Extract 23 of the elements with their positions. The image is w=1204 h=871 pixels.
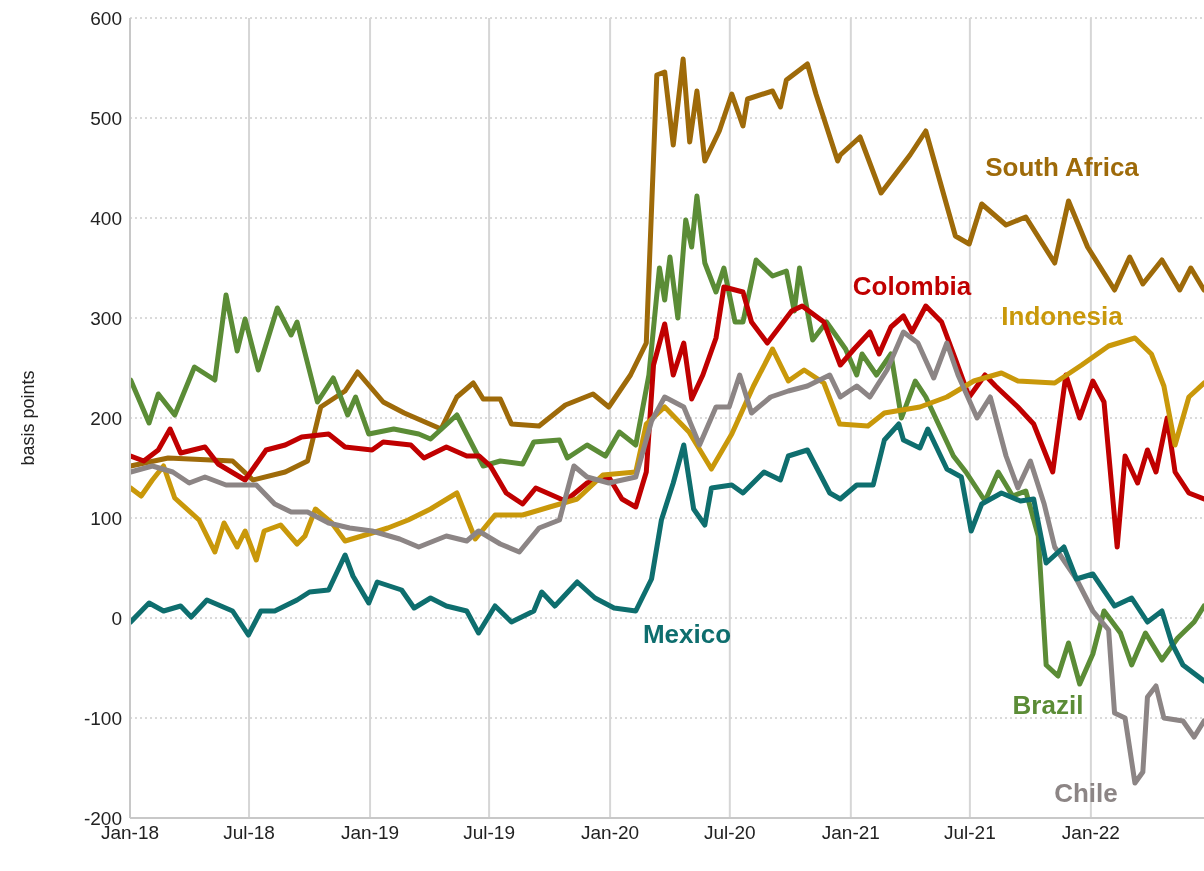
x-tick-label: Jan-20: [581, 822, 640, 844]
series-label: Colombia: [852, 270, 972, 302]
y-axis-title: basis points: [18, 370, 39, 466]
y-tick-label: -100: [83, 707, 122, 729]
x-tick-label: Jan-21: [821, 822, 880, 844]
y-tick-label: 100: [90, 507, 122, 529]
series-label: South Africa: [985, 151, 1139, 183]
x-tick-label: Jan-19: [341, 822, 400, 844]
x-tick-label: Jul-20: [703, 822, 756, 844]
y-tick-label: 500: [90, 107, 122, 129]
x-tick-label: Jul-21: [943, 822, 996, 844]
x-tick-label: Jul-19: [463, 822, 515, 844]
y-tick-label: 300: [90, 307, 122, 329]
y-tick-label: 200: [90, 407, 122, 429]
series-label: Brazil: [1012, 689, 1084, 721]
series-label: Mexico: [642, 618, 732, 650]
series-label: Indonesia: [1001, 300, 1123, 332]
y-tick-label: 600: [90, 7, 122, 29]
x-tick-label: Jan-22: [1061, 822, 1120, 844]
series-label: Chile: [1054, 777, 1118, 809]
y-tick-label: 0: [111, 607, 122, 629]
x-tick-label: Jul-18: [223, 822, 275, 844]
y-tick-label: 400: [90, 207, 122, 229]
